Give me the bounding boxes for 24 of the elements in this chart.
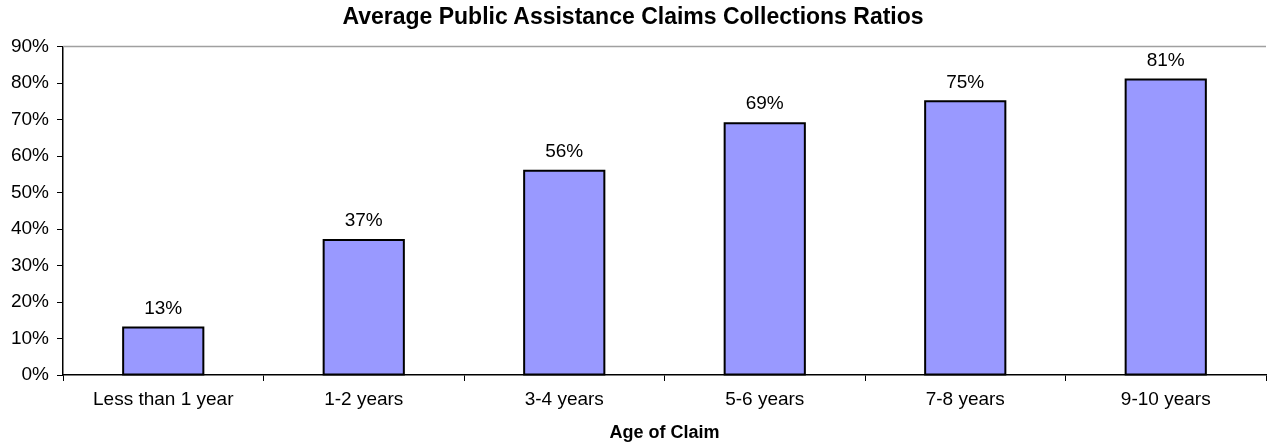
data-label: 69%: [745, 92, 784, 114]
y-tick-label: 40%: [10, 217, 50, 239]
x-tick-label: 3-4 years: [524, 387, 604, 409]
x-tick-label: 1-2 years: [324, 387, 404, 409]
y-tick-label: 20%: [10, 290, 50, 312]
y-tick-label: 80%: [10, 71, 50, 93]
y-tick-label: 30%: [10, 253, 50, 275]
y-tick-label: 90%: [10, 34, 50, 56]
x-tick-label: 5-6 years: [725, 387, 805, 409]
chart-title: Average Public Assistance Claims Collections Ratios: [342, 3, 924, 30]
x-tick-label: Less than 1 year: [93, 387, 235, 409]
data-label: 75%: [946, 70, 985, 92]
data-label: 13%: [144, 296, 183, 318]
y-tick-label: 60%: [10, 144, 50, 166]
data-label: 81%: [1146, 48, 1185, 70]
x-tick-label: 9-10 years: [1120, 387, 1211, 409]
y-tick-label: 10%: [10, 326, 50, 348]
y-tick-label: 50%: [10, 180, 50, 202]
data-label: 37%: [344, 209, 383, 231]
x-axis-title: Age of Claim: [609, 422, 720, 443]
y-tick-label: 70%: [10, 107, 50, 129]
y-tick-label: 0%: [21, 363, 50, 385]
x-tick-label: 7-8 years: [925, 387, 1005, 409]
data-label: 56%: [545, 139, 584, 161]
